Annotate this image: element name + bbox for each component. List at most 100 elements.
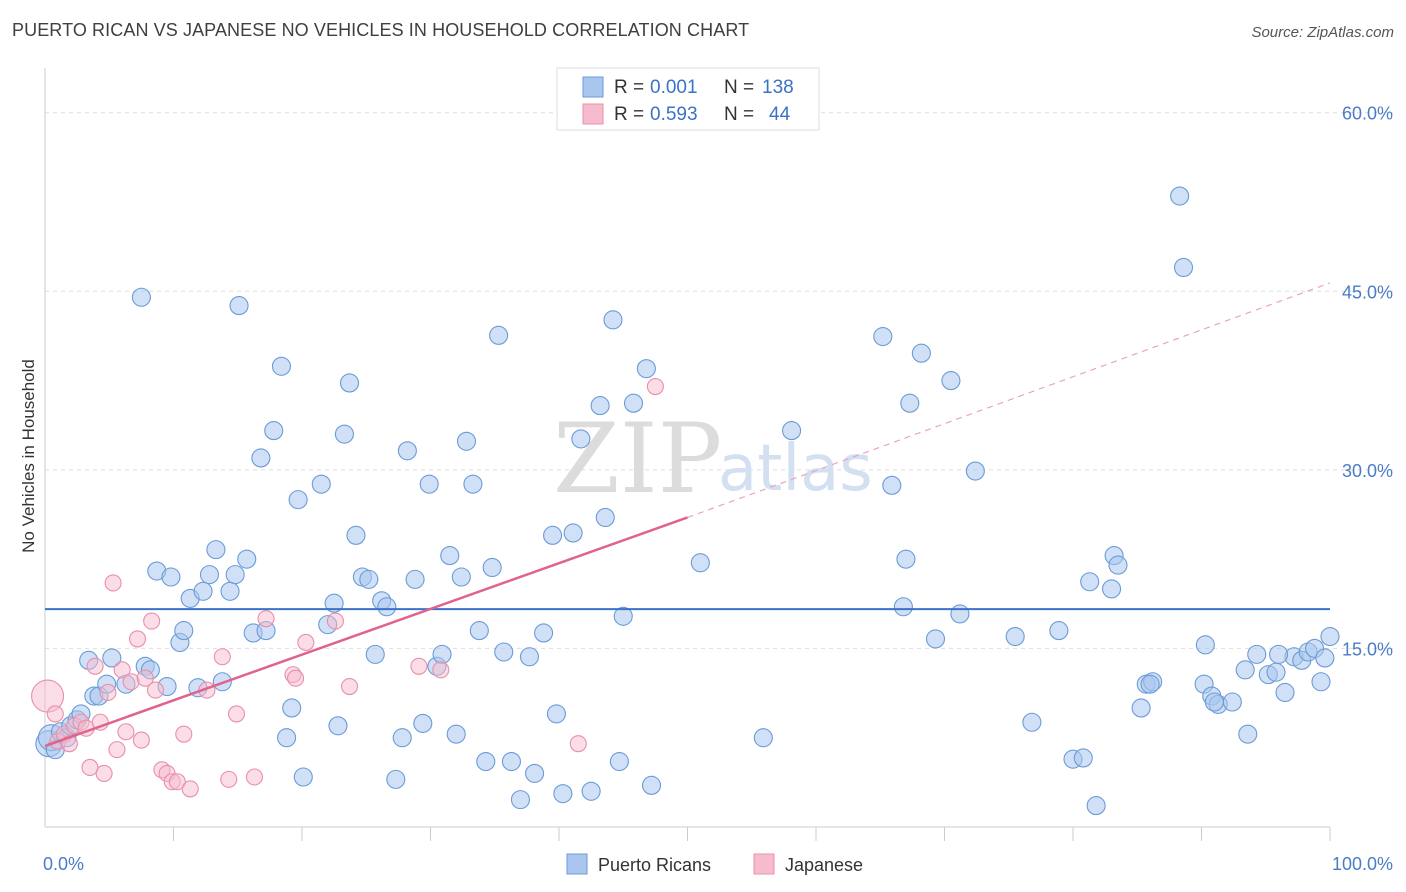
puerto-point-105 [1049,621,1069,641]
puerto-point-26 [206,540,226,560]
puerto-point-67 [476,751,496,772]
puerto-point-125 [1247,644,1267,664]
puerto-point-49 [359,569,379,589]
puerto-point-14 [131,287,151,307]
puerto-point-96 [896,549,916,569]
puerto-point-66 [469,621,489,641]
puerto-point-80 [571,429,591,449]
puerto-point-84 [603,310,623,330]
puerto-point-109 [1086,796,1106,816]
puerto-point-122 [1222,692,1242,712]
puerto-point-39 [288,490,308,510]
puerto-rican-points [35,186,1340,816]
puerto-point-30 [229,296,249,316]
puerto-point-138 [1140,674,1160,694]
japanese-points [31,377,664,798]
japanese-point-1 [46,705,64,723]
puerto-point-116 [1170,186,1190,206]
puerto-point-60 [432,644,452,664]
japanese-point-22 [146,681,165,699]
legend-r-value-0: 0.001 [650,77,698,98]
puerto-point-61 [440,546,460,566]
puerto-point-135 [1320,626,1340,647]
japanese-point-14 [108,741,126,759]
japanese-point-16 [117,723,135,741]
x-tick-label-0: 0.0% [43,854,84,874]
puerto-point-57 [413,713,433,733]
source-label: Source: ZipAtlas.com [1251,24,1394,41]
y-tick-label-2: 45.0% [1342,282,1393,302]
japanese-point-31 [220,770,238,788]
puerto-point-58 [419,474,439,494]
series-legend-label-puerto: Puerto Ricans [598,855,711,875]
puerto-point-103 [1005,626,1025,647]
puerto-point-29 [225,565,245,585]
puerto-point-104 [1022,712,1042,732]
japanese-point-30 [213,648,231,666]
puerto-point-107 [1073,748,1093,768]
puerto-point-100 [941,371,961,391]
legend-r-value-1: 0.593 [650,104,698,125]
puerto-point-102 [965,461,985,481]
puerto-point-65 [463,474,483,494]
puerto-point-108 [1080,572,1100,592]
puerto-point-89 [641,775,662,795]
japanese-trend-extension [687,282,1331,519]
puerto-point-35 [264,421,284,441]
legend-n-value-0: 138 [762,77,794,98]
puerto-point-93 [873,326,893,347]
puerto-point-75 [534,623,554,643]
puerto-point-78 [553,784,573,804]
puerto-point-12 [102,648,122,668]
y-tick-label-3: 60.0% [1342,104,1393,124]
puerto-point-55 [397,441,417,461]
x-tick-label-1: 100.0% [1332,854,1393,874]
puerto-point-127 [1266,662,1286,682]
puerto-point-54 [392,728,412,748]
puerto-point-79 [563,523,583,543]
puerto-point-40 [293,767,313,787]
puerto-point-19 [161,567,181,587]
japanese-point-38 [326,612,344,630]
japanese-point-19 [132,731,150,749]
puerto-point-68 [482,557,502,578]
japanese-point-32 [227,705,246,723]
puerto-point-53 [386,769,406,789]
puerto-point-136 [1269,644,1289,664]
japanese-point-20 [136,669,154,687]
puerto-point-56 [405,569,425,589]
japanese-point-33 [245,768,264,786]
puerto-point-92 [782,421,802,441]
watermark-atlas: atlas [718,432,873,506]
puerto-point-85 [609,751,629,772]
y-axis-label: No Vehicles in Household [19,359,38,553]
y-tick-label-1: 30.0% [1342,461,1393,481]
japanese-point-26 [168,773,186,791]
legend-n-value-1: 44 [769,104,791,125]
puerto-point-90 [690,553,710,573]
series-legend-label-japanese: Japanese [785,855,863,875]
puerto-point-21 [174,621,194,641]
puerto-point-86 [613,606,633,626]
legend-r-label-0: R = [614,77,644,98]
puerto-point-124 [1238,724,1258,744]
puerto-point-88 [636,359,656,379]
puerto-point-33 [251,448,271,468]
puerto-point-133 [1311,672,1331,692]
japanese-point-37 [297,633,315,652]
puerto-point-37 [277,728,297,748]
japanese-point-36 [287,669,305,687]
series-legend: Puerto Ricans Japanese [566,853,863,875]
watermark: ZIP atlas [553,403,873,515]
puerto-point-47 [346,525,366,545]
puerto-point-95 [893,597,913,617]
japanese-point-42 [569,735,587,753]
puerto-point-72 [510,790,531,810]
puerto-point-69 [489,325,509,345]
puerto-point-41 [311,474,331,494]
japanese-point-41 [432,661,450,679]
puerto-point-71 [501,751,522,772]
puerto-point-70 [494,642,514,662]
puerto-point-119 [1195,635,1215,655]
